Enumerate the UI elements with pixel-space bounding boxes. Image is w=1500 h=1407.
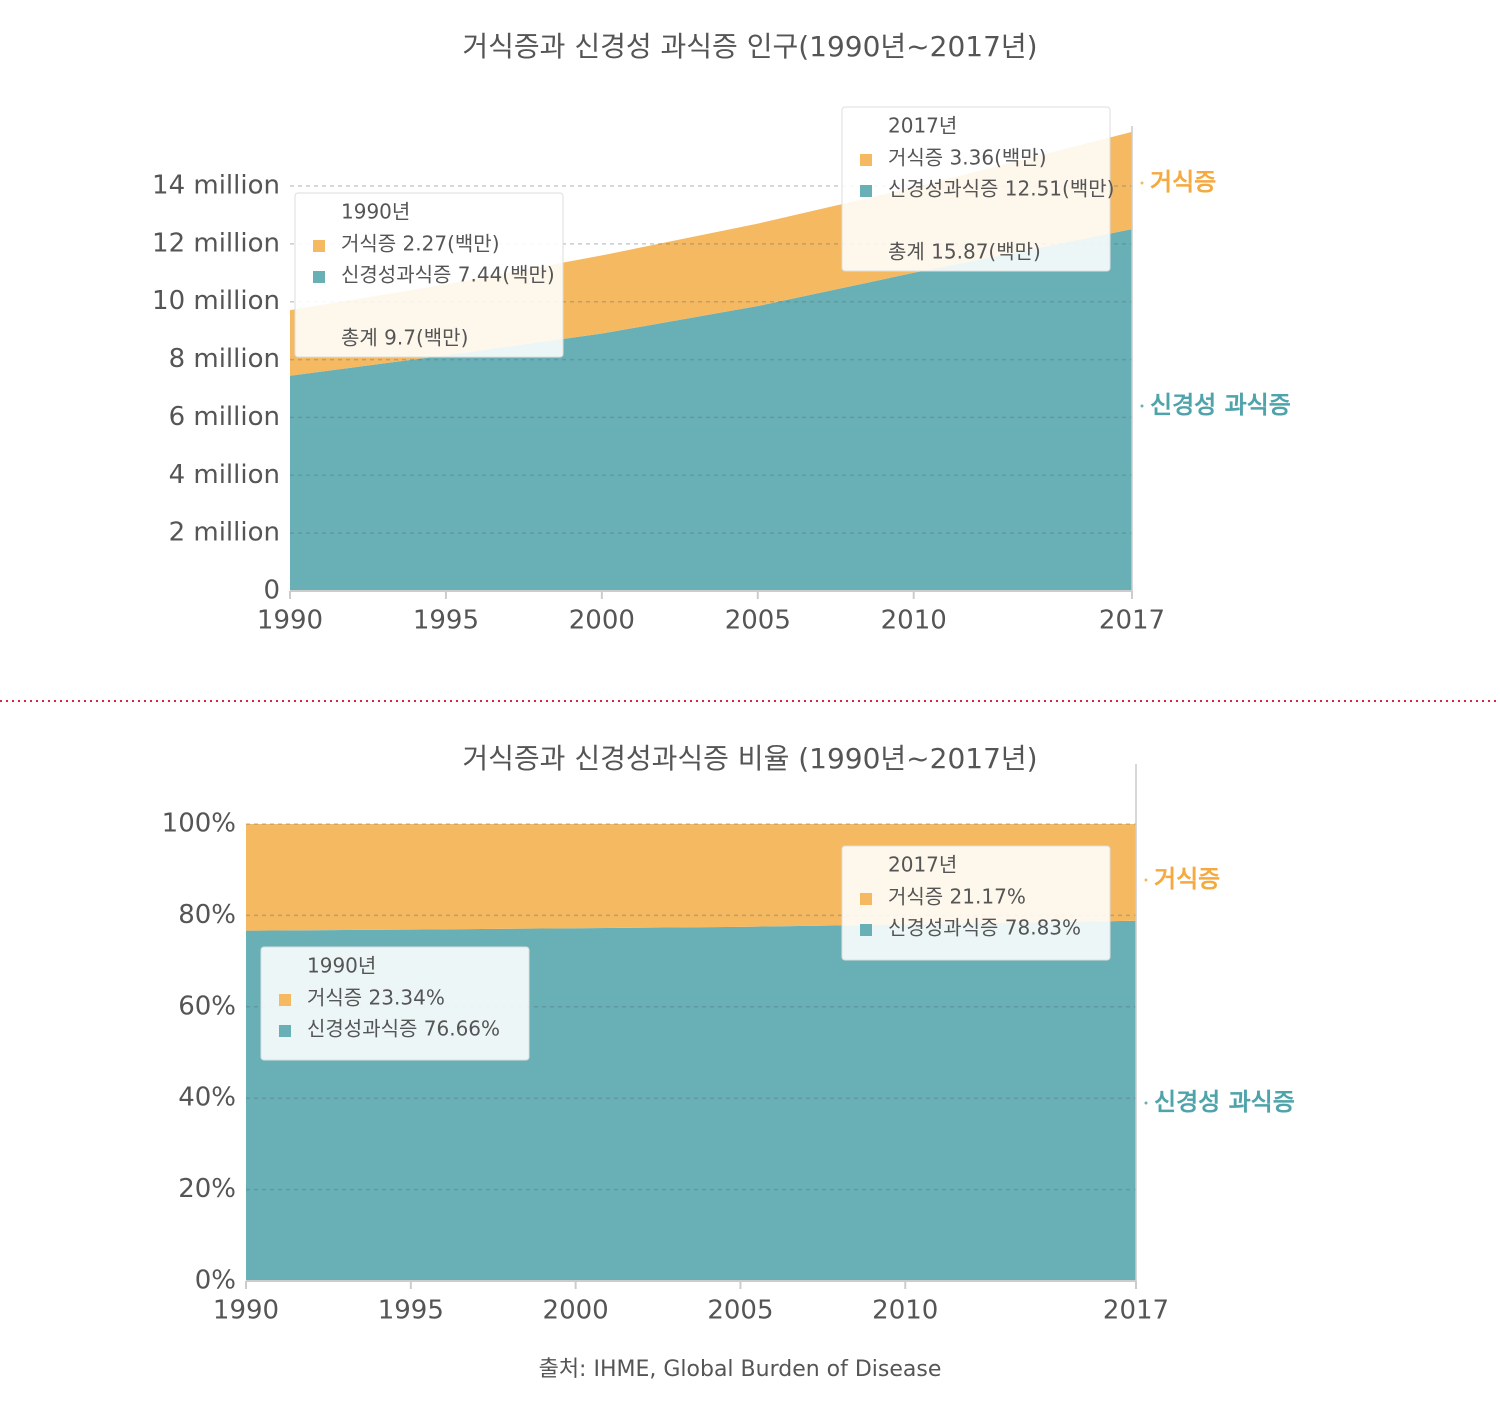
y-tick-label: 0 — [263, 576, 280, 606]
y-tick-label: 40% — [178, 1083, 236, 1113]
x-tick-label: 2000 — [569, 606, 635, 636]
tooltip-item: 거식증 23.34% — [307, 986, 445, 1010]
tooltip-item: 거식증 21.17% — [888, 885, 1026, 909]
x-tick-label: 1995 — [378, 1296, 444, 1326]
tooltip-swatch — [313, 271, 325, 283]
tooltip-total: 총계 15.87(백만) — [888, 240, 1041, 264]
tooltip-item: 신경성과식증 12.51(백만) — [888, 177, 1114, 201]
tooltip-box — [260, 946, 530, 1061]
source: 출처: IHME, Global Burden of Disease — [539, 1357, 942, 1382]
y-tick-label: 4 million — [169, 460, 280, 490]
tooltip-item: 신경성과식증 78.83% — [888, 916, 1081, 940]
legend-label: 신경성 과식증 — [1154, 1088, 1295, 1116]
chart-title: 거식증과 신경성과식증 비율 (1990년~2017년) — [462, 742, 1037, 775]
tooltip-item: 거식증 2.27(백만) — [341, 232, 500, 256]
y-tick-label: 2 million — [169, 518, 280, 548]
y-tick-label: 80% — [178, 900, 236, 930]
x-tick-label: 1995 — [413, 606, 479, 636]
legend-label: 신경성 과식증 — [1150, 391, 1291, 419]
x-tick-label: 2005 — [725, 606, 791, 636]
x-tick-label: 2010 — [881, 606, 947, 636]
y-tick-label: 12 million — [152, 228, 280, 258]
y-tick-label: 14 million — [152, 171, 280, 201]
area — [290, 229, 1132, 591]
legend-label: 거식증 — [1154, 865, 1220, 893]
x-tick-label: 1990 — [257, 606, 323, 636]
legend-dot — [1144, 1101, 1148, 1105]
y-tick-label: 60% — [178, 991, 236, 1021]
tooltip-box — [841, 845, 1111, 961]
x-tick-label: 1990 — [213, 1296, 279, 1326]
x-tick-label: 2017 — [1103, 1296, 1169, 1326]
tooltip-item: 신경성과식증 76.66% — [307, 1017, 500, 1041]
x-tick-label: 2005 — [707, 1296, 773, 1326]
x-tick-label: 2017 — [1099, 606, 1165, 636]
x-tick-label: 2010 — [872, 1296, 938, 1326]
legend-dot — [1140, 404, 1144, 408]
tooltip-box — [841, 106, 1111, 272]
tooltip-title: 1990년 — [307, 954, 376, 978]
y-tick-label: 10 million — [152, 286, 280, 316]
tooltip-swatch — [313, 240, 325, 252]
tooltip-total: 총계 9.7(백만) — [341, 326, 468, 350]
tooltip-swatch — [279, 1025, 291, 1037]
y-tick-label: 20% — [178, 1174, 236, 1204]
tooltip-title: 1990년 — [341, 200, 410, 224]
tooltip-swatch — [860, 924, 872, 936]
y-tick-label: 100% — [162, 809, 236, 839]
legend-dot — [1140, 181, 1144, 185]
tooltip-item: 거식증 3.36(백만) — [888, 146, 1047, 170]
tooltip-swatch — [860, 154, 872, 166]
chart-title: 거식증과 신경성 과식증 인구(1990년~2017년) — [462, 30, 1037, 63]
tooltip-box — [294, 192, 564, 358]
tooltip-item: 신경성과식증 7.44(백만) — [341, 263, 555, 287]
legend-label: 거식증 — [1150, 168, 1216, 196]
tooltip-swatch — [860, 893, 872, 905]
y-tick-label: 8 million — [169, 344, 280, 374]
y-tick-label: 6 million — [169, 402, 280, 432]
y-tick-label: 0% — [195, 1266, 236, 1296]
tooltip-title: 2017년 — [888, 853, 957, 877]
tooltip-swatch — [279, 994, 291, 1006]
tooltip-title: 2017년 — [888, 114, 957, 138]
tooltip-swatch — [860, 185, 872, 197]
legend-dot — [1144, 878, 1148, 882]
x-tick-label: 2000 — [543, 1296, 609, 1326]
